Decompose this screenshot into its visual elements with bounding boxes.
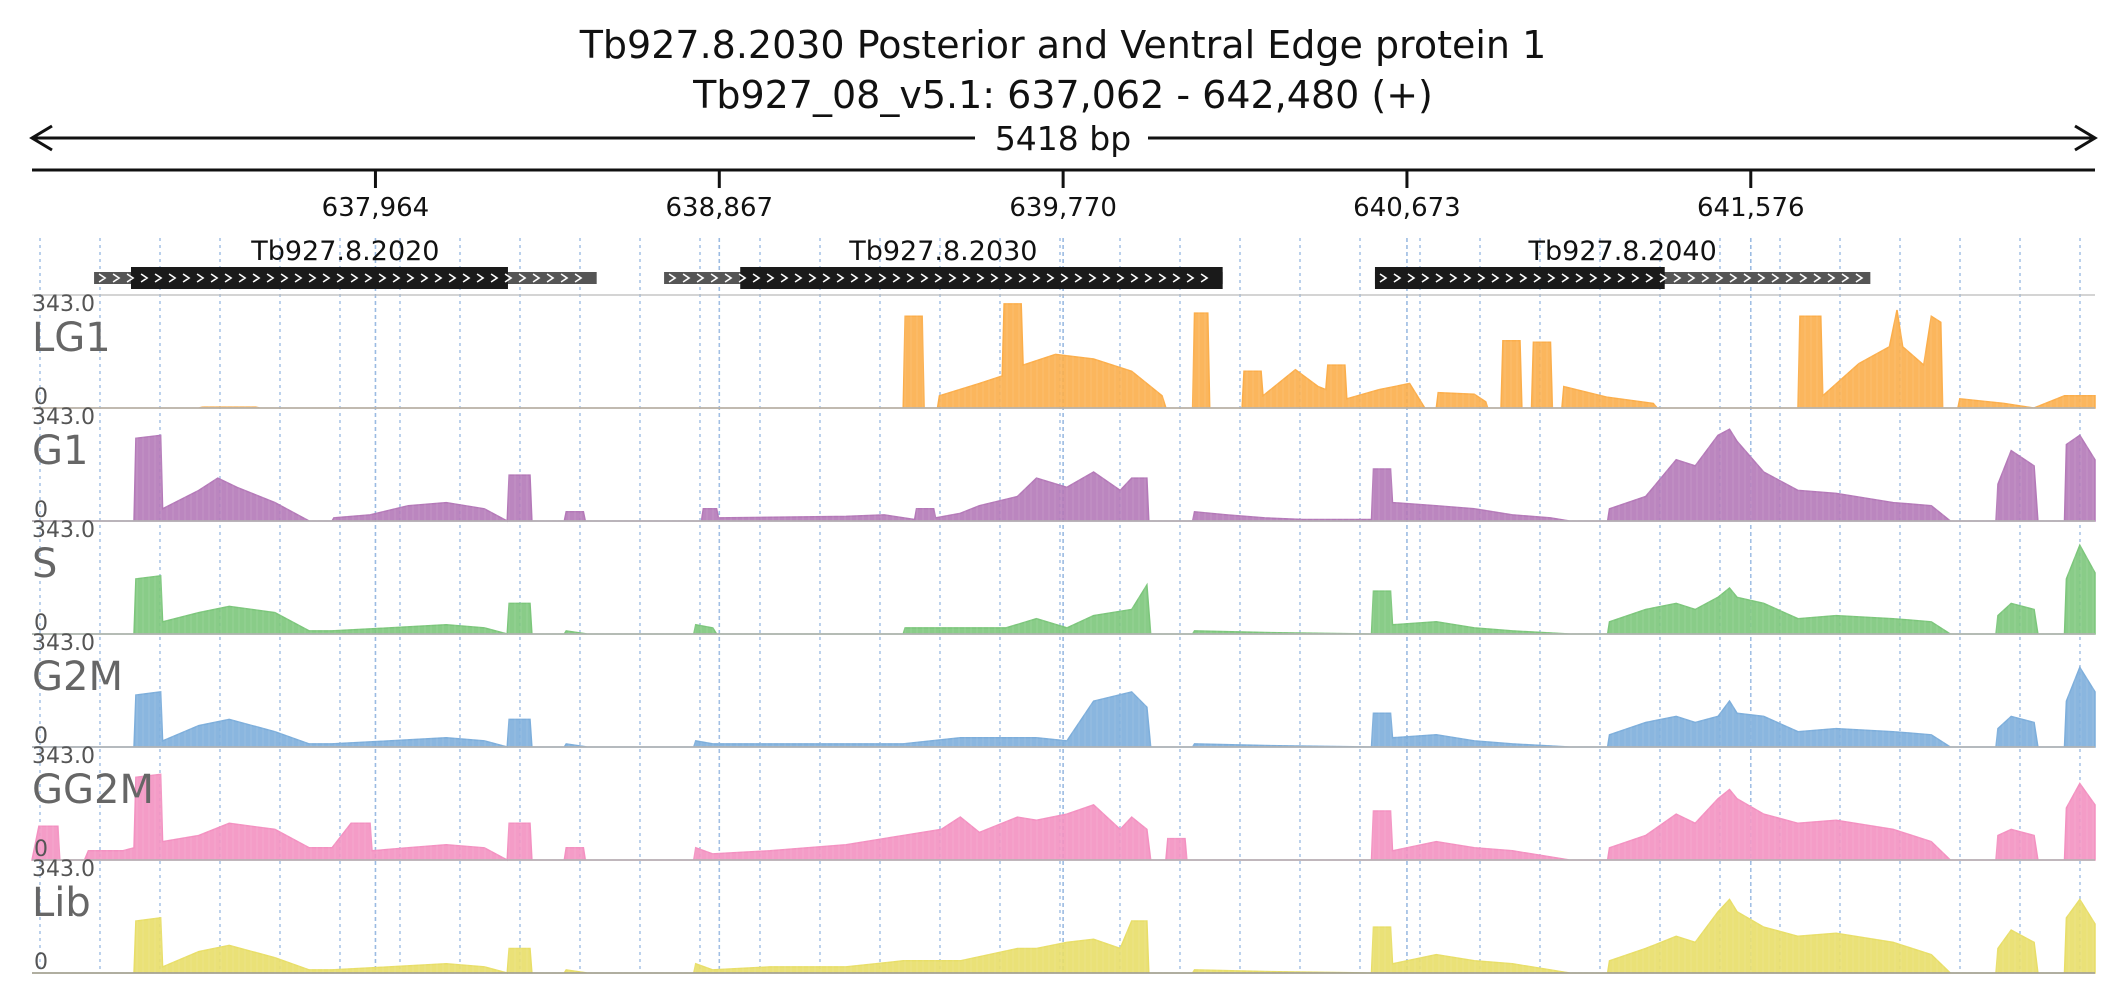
gene-cds-bar	[1374, 267, 1665, 289]
gene-cds-bar	[740, 267, 1223, 289]
gene-strand-chevrons	[1379, 273, 1864, 283]
track-GG2M: 343.0 0 GG2M	[31, 744, 2096, 862]
coverage-area	[32, 665, 2096, 748]
gene-cds-bar	[130, 267, 508, 289]
coverage-texture	[34, 636, 2094, 747]
gene-label: Tb927.8.2030	[848, 236, 1037, 267]
coverage-tracks: 343.00LG1343.00G1343.00S343.00G2M343.00G…	[31, 292, 2096, 975]
track-ymin-label: 0	[34, 611, 48, 636]
track-ymax-label: 343.0	[32, 857, 95, 882]
track-name-label: G2M	[32, 654, 123, 700]
track-ymin-label: 0	[34, 498, 48, 523]
gene-annotation-track: Tb927.8.2020 Tb927.8.2030 Tb927.8.2040	[94, 236, 1871, 289]
coverage-texture	[34, 862, 2094, 973]
track-ymax-label: 343.0	[32, 405, 95, 430]
axis-tick-label: 637,964	[322, 193, 430, 223]
track-ymin-label: 0	[34, 837, 48, 862]
track-ymax-label: 343.0	[32, 292, 95, 317]
track-name-label: G1	[32, 428, 88, 474]
track-Lib: 343.0 0 Lib	[32, 857, 2096, 975]
coverage-texture	[34, 749, 2094, 860]
track-name-label: Lib	[32, 880, 91, 926]
axis-tick-label: 641,576	[1697, 193, 1805, 223]
gene-Tb927.8.2040: Tb927.8.2040	[1374, 236, 1871, 289]
axis-tick-label: 638,867	[666, 193, 774, 223]
track-name-label: S	[32, 541, 57, 587]
coordinate-ticks: 637,964 638,867 639,770 640,673 641,576	[322, 170, 1805, 223]
axis-tick-label: 640,673	[1353, 193, 1461, 223]
coverage-area	[31, 773, 2096, 862]
coverage-texture	[34, 297, 2094, 408]
span-label: 5418 bp	[995, 119, 1131, 158]
chart-title-line1: Tb927.8.2030 Posterior and Ventral Edge …	[579, 23, 1547, 67]
gene-strand-chevrons	[668, 273, 1209, 283]
gene-strand-chevrons	[98, 273, 583, 283]
gene-Tb927.8.2030: Tb927.8.2030	[664, 236, 1223, 289]
gene-label: Tb927.8.2040	[1528, 236, 1717, 267]
span-arrow-left-head	[29, 124, 53, 152]
track-name-label: LG1	[32, 315, 111, 361]
coverage-texture	[34, 523, 2094, 634]
track-ymin-label: 0	[34, 950, 48, 975]
track-ymax-label: 343.0	[32, 518, 95, 543]
axis-tick-label: 639,770	[1009, 193, 1117, 223]
chart-title-line2: Tb927_08_v5.1: 637,062 - 642,480 (+)	[692, 73, 1433, 117]
span-arrow-right-head	[2074, 124, 2098, 152]
track-ymin-label: 0	[34, 385, 48, 410]
gene-Tb927.8.2020: Tb927.8.2020	[94, 236, 597, 289]
track-name-label: GG2M	[32, 767, 154, 813]
coverage-area	[32, 428, 2096, 523]
track-G1: 343.0 0 G1	[32, 405, 2096, 523]
track-ymax-label: 343.0	[32, 744, 95, 769]
span-ruler: 5418 bp	[29, 119, 2098, 158]
gene-label: Tb927.8.2020	[250, 236, 439, 267]
track-ymin-label: 0	[34, 724, 48, 749]
coverage-texture	[34, 410, 2094, 521]
grid-layer	[39, 238, 2081, 973]
track-ymax-label: 343.0	[32, 631, 95, 656]
